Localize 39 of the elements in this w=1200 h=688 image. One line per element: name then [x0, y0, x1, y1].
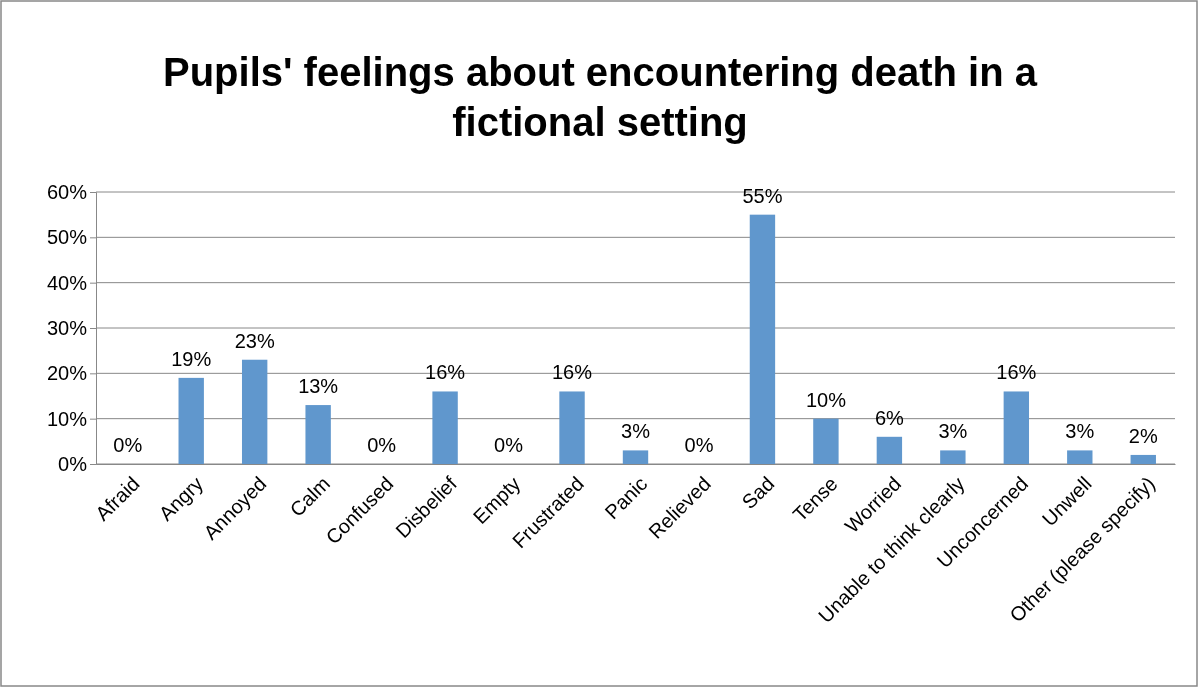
bar [178, 377, 204, 464]
bar [241, 359, 268, 464]
x-tick-label: Sad [737, 472, 779, 514]
bar [876, 436, 903, 464]
bar [1130, 454, 1156, 464]
bar [305, 405, 331, 464]
y-tick-label: 10% [46, 407, 88, 430]
data-label: 0% [113, 434, 143, 456]
bar [432, 391, 458, 464]
y-tick-label: 50% [46, 226, 88, 249]
y-tick-label: 30% [46, 316, 88, 339]
bar [1067, 450, 1093, 464]
y-tick-label: 0% [58, 452, 88, 475]
data-label: 3% [621, 420, 651, 443]
data-label: 23% [234, 329, 275, 352]
data-label: 3% [1065, 420, 1095, 443]
data-label: 13% [298, 375, 339, 398]
bar [622, 450, 649, 464]
data-label: 16% [996, 361, 1037, 384]
data-label: 19% [171, 347, 212, 370]
data-label: 2% [1128, 424, 1158, 447]
data-label: 3% [938, 420, 968, 443]
data-label: 0% [367, 434, 397, 456]
bar [813, 418, 839, 464]
data-label: 6% [874, 406, 905, 429]
bar [1003, 391, 1030, 464]
y-tick-label: 60% [46, 180, 88, 203]
bar [940, 450, 966, 464]
chart-title: Pupils' feelings about encountering death in a fictional setting [162, 50, 1038, 144]
data-label: 55% [742, 184, 783, 207]
y-tick-label: 40% [46, 271, 88, 294]
data-label: 16% [552, 361, 593, 384]
data-label: 0% [494, 434, 524, 456]
bar [749, 214, 776, 464]
data-label: 16% [425, 361, 466, 384]
data-label: 10% [805, 388, 847, 411]
y-tick-label: 20% [46, 362, 88, 385]
bar [559, 391, 585, 464]
data-label: 0% [684, 434, 714, 456]
